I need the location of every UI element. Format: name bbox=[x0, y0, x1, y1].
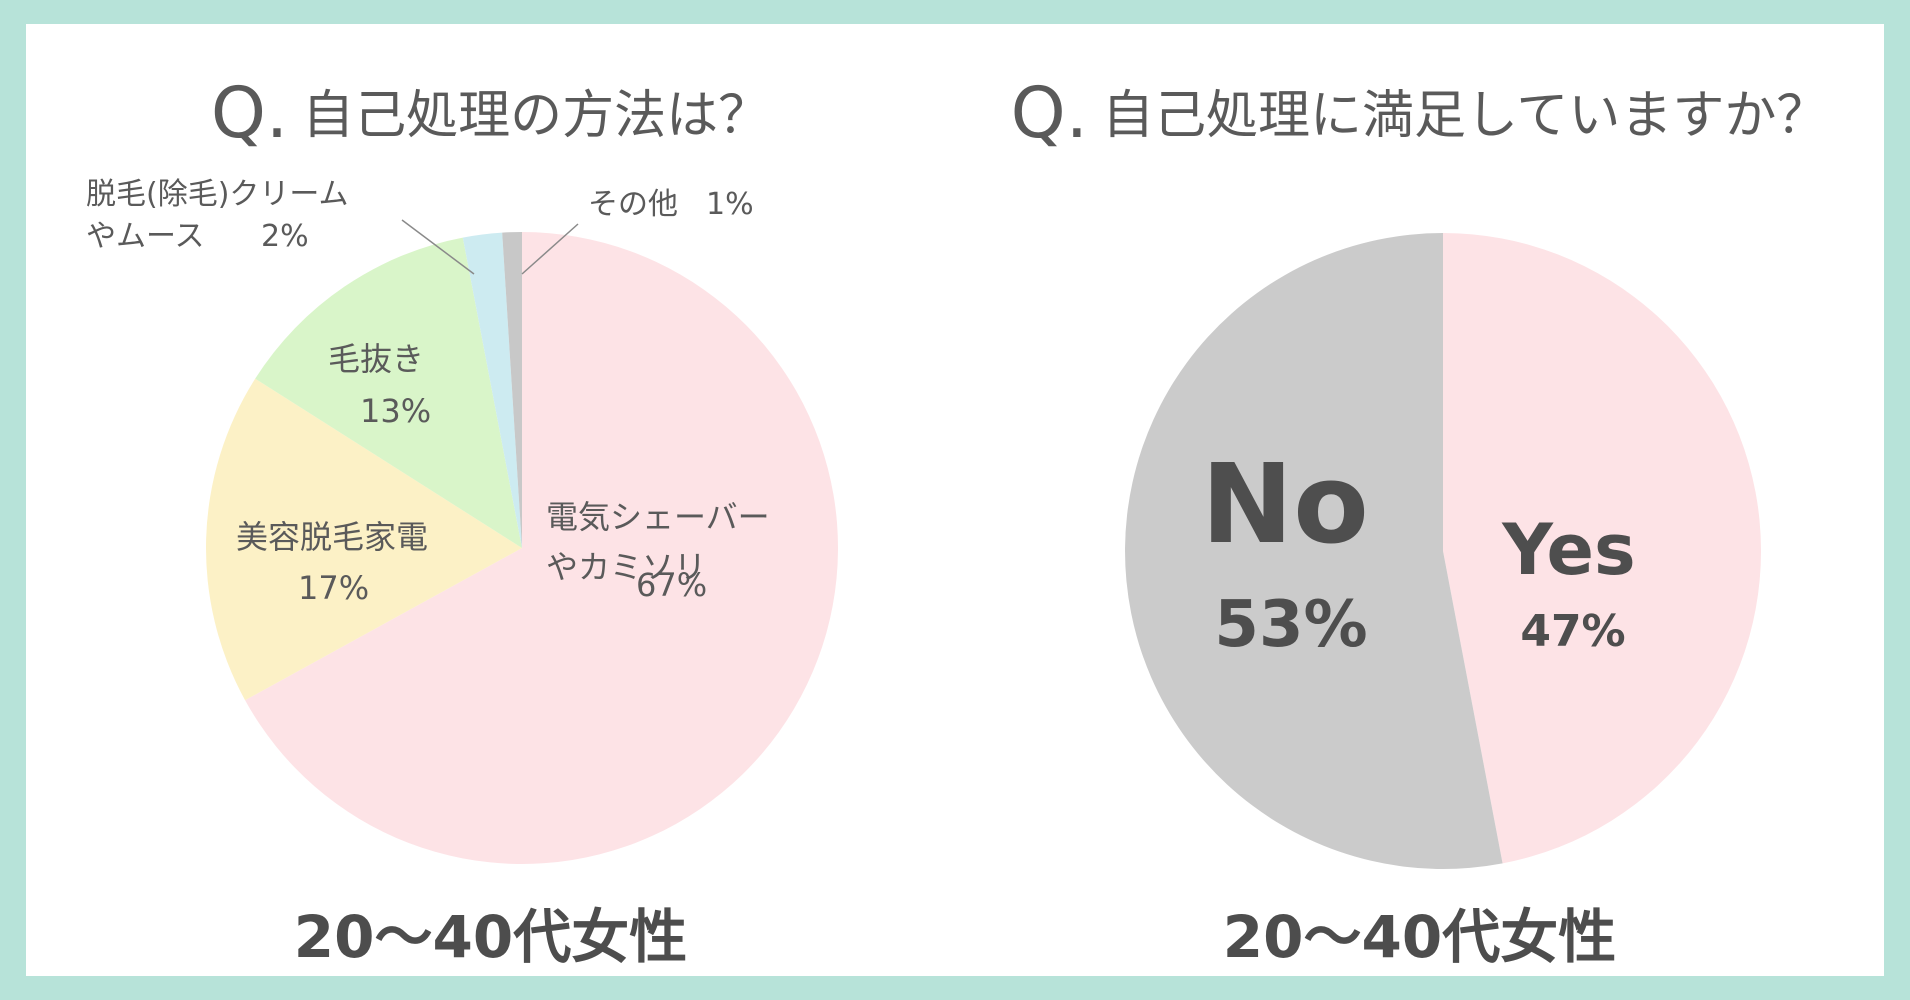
slice-label: やムース bbox=[86, 219, 205, 254]
respondent-group-label: 20〜40代女性 bbox=[1222, 903, 1617, 971]
pie-slice bbox=[245, 232, 839, 865]
pie-slice bbox=[502, 232, 522, 548]
method-panel: Q. 自己処理の方法は？ 電気シェーバー やカミソリ 67% 美容脱毛家電 17% 毛抜き 1… bbox=[26, 24, 955, 976]
question-mark: Q. bbox=[1010, 72, 1088, 154]
question-mark: Q. bbox=[210, 72, 289, 154]
leader-line bbox=[401, 219, 475, 275]
slice-label: 毛抜き bbox=[328, 340, 424, 378]
pie-slice bbox=[255, 237, 522, 548]
question-text: 自己処理に満足していますか？ bbox=[1101, 86, 1829, 146]
slice-label: Yes bbox=[1501, 509, 1635, 591]
slice-percent-label: 67% bbox=[636, 566, 707, 604]
method-question-title: Q. 自己処理の方法は？ bbox=[26, 72, 955, 154]
slice-label: No bbox=[1201, 440, 1369, 568]
satisfaction-pie-chart: Yes 47% No 53% bbox=[1125, 233, 1762, 869]
respondent-group-label: 20〜40代女性 bbox=[293, 903, 688, 971]
satisfaction-panel: Q. 自己処理に満足していますか？ Yes 47% No 53% 20〜40代女性 bbox=[955, 24, 1884, 976]
slice-label: その他 bbox=[588, 187, 678, 222]
pie-slice bbox=[1443, 233, 1762, 864]
leader-line bbox=[521, 223, 579, 275]
satisfaction-question-title: Q. 自己処理に満足していますか？ bbox=[955, 72, 1884, 154]
slice-percent-label: 2% bbox=[261, 219, 309, 254]
pie-slice bbox=[462, 232, 522, 548]
slice-percent-label: 47% bbox=[1520, 606, 1625, 657]
question-text: 自己処理の方法は？ bbox=[302, 86, 771, 146]
slice-label: 美容脱毛家電 bbox=[236, 518, 428, 556]
slice-label: 電気シェーバー bbox=[546, 498, 770, 536]
slice-percent-label: 17% bbox=[298, 569, 369, 607]
survey-card: Q. 自己処理の方法は？ 電気シェーバー やカミソリ 67% 美容脱毛家電 17% 毛抜き 1… bbox=[26, 24, 1884, 976]
slice-percent-label: 1% bbox=[706, 187, 754, 222]
slice-label: 脱毛(除毛)クリーム bbox=[86, 177, 349, 212]
pie-slice bbox=[1125, 233, 1503, 869]
slice-percent-label: 53% bbox=[1214, 588, 1367, 662]
pie-slice bbox=[206, 378, 523, 701]
slice-label: やカミソリ bbox=[546, 548, 706, 586]
slice-percent-label: 13% bbox=[360, 392, 431, 430]
